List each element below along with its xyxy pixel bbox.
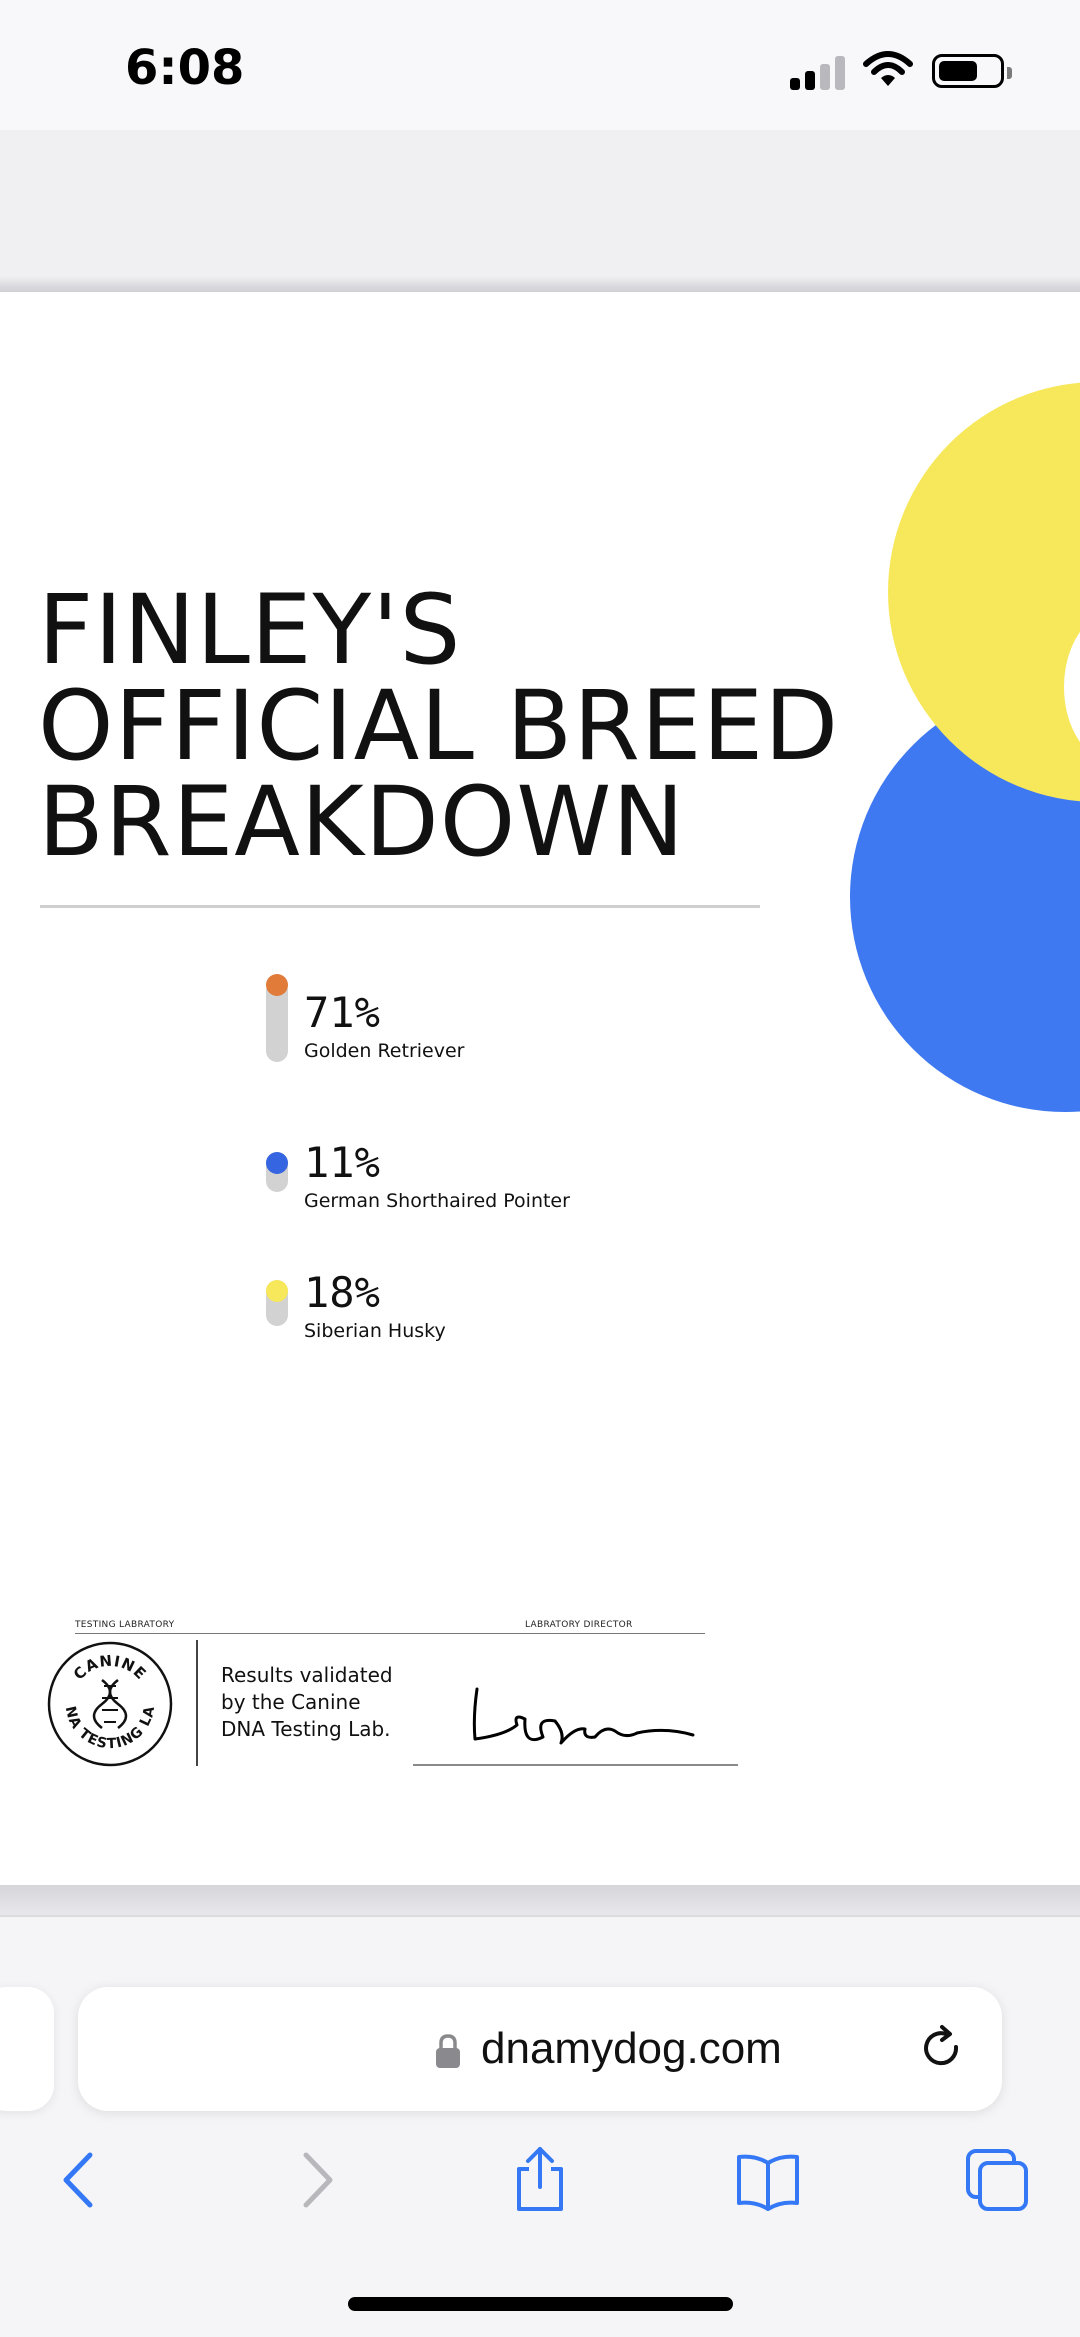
breed-name: Golden Retriever: [304, 1040, 465, 1062]
home-indicator[interactable]: [348, 2297, 733, 2311]
previous-tab-preview[interactable]: [0, 1987, 54, 2111]
title-line: BREAKDOWN: [38, 766, 686, 878]
breed-color-dot: [266, 974, 288, 996]
percentage-track: [266, 980, 288, 1062]
browser-toolbar: [0, 1915, 1080, 2337]
page-shadow: [0, 276, 1080, 292]
lab-seal-logo: CANINE DNA TESTING LAB: [46, 1640, 173, 1767]
title-line: OFFICIAL BREED: [38, 670, 840, 782]
wifi-icon: [863, 51, 913, 86]
title-divider: [40, 905, 760, 908]
validation-line: DNA Testing Lab.: [221, 1717, 391, 1741]
testing-lab-label: TESTING LABRATORY: [75, 1620, 175, 1630]
reload-icon[interactable]: [916, 2023, 968, 2075]
breed-percent: 18%: [304, 1268, 380, 1317]
director-label: LABRATORY DIRECTOR: [525, 1620, 633, 1630]
title-line: FINLEY'S: [38, 574, 462, 686]
page-title: FINLEY'S OFFICIAL BREED BREAKDOWN: [38, 574, 840, 878]
breed-percent: 11%: [304, 1138, 380, 1187]
validation-line: Results validated: [221, 1663, 393, 1687]
battery-icon: [932, 54, 1012, 88]
page-shadow: [0, 1885, 1080, 1915]
url-text[interactable]: dnamydog.com: [481, 2024, 782, 2073]
breed-name: German Shorthaired Pointer: [304, 1190, 570, 1212]
validation-statement: Results validated by the Canine DNA Test…: [221, 1662, 421, 1743]
validation-line: by the Canine: [221, 1690, 361, 1714]
breed-color-dot: [266, 1280, 288, 1302]
footer-rule: [75, 1633, 705, 1634]
forward-icon[interactable]: [280, 2145, 350, 2215]
status-bar: 6:08: [0, 0, 1080, 130]
breed-percent: 71%: [304, 988, 380, 1037]
lock-icon: [436, 2034, 460, 2068]
breed-report-page: FINLEY'S OFFICIAL BREED BREAKDOWN 71% Go…: [0, 292, 1080, 1885]
status-time: 6:08: [125, 40, 245, 96]
share-icon[interactable]: [505, 2145, 575, 2215]
yellow-circle-graphic: [888, 382, 1080, 802]
bookmarks-icon[interactable]: [733, 2145, 803, 2215]
viewer-background: [0, 130, 1080, 290]
tabs-icon[interactable]: [962, 2145, 1032, 2215]
back-icon[interactable]: [46, 2145, 116, 2215]
cellular-signal-icon: [790, 56, 846, 90]
breed-name: Siberian Husky: [304, 1320, 446, 1342]
address-bar[interactable]: dnamydog.com: [78, 1987, 1002, 2111]
breed-color-dot: [266, 1152, 288, 1174]
svg-text:CANINE: CANINE: [70, 1652, 150, 1684]
signature-line: [413, 1764, 738, 1766]
seal-divider: [196, 1640, 198, 1766]
director-signature: [472, 1687, 695, 1745]
